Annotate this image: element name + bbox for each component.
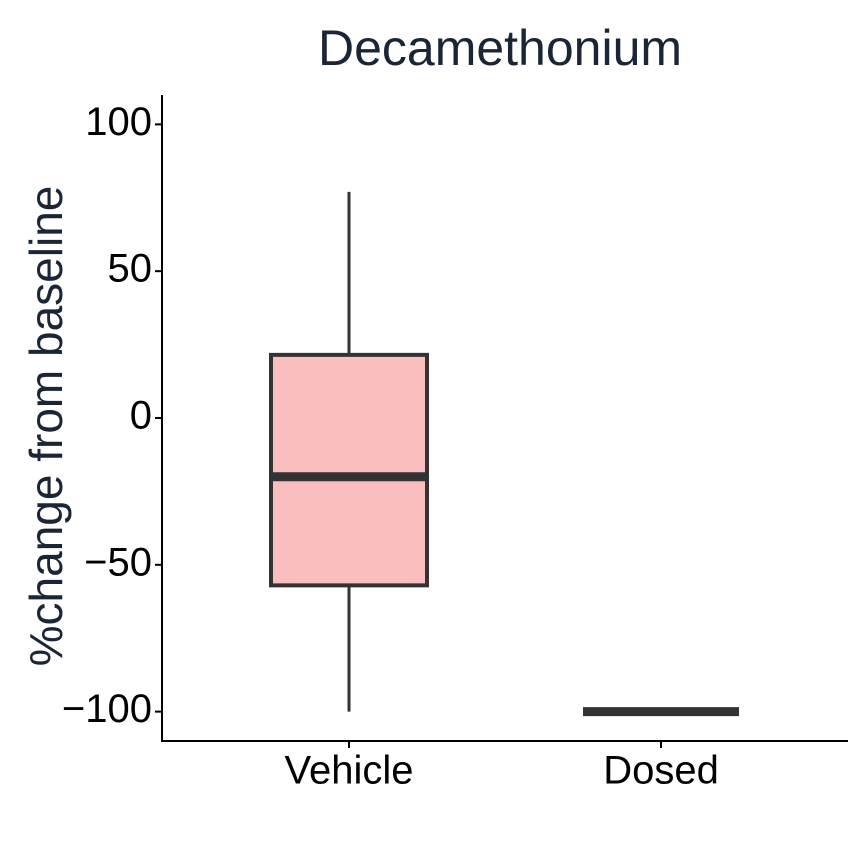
box [269,352,429,588]
y-tick-label: 0 [130,394,152,438]
y-tick-label: 50 [108,247,153,291]
y-tick-label: −50 [84,540,152,584]
x-tick-label: Dosed [603,749,719,793]
y-tick-label: 100 [85,100,152,144]
y-axis-label: %change from baseline [20,186,72,667]
chart-title: Decamethonium [318,20,682,76]
y-tick-label: −100 [62,687,152,731]
x-tick-label: Vehicle [285,749,414,793]
